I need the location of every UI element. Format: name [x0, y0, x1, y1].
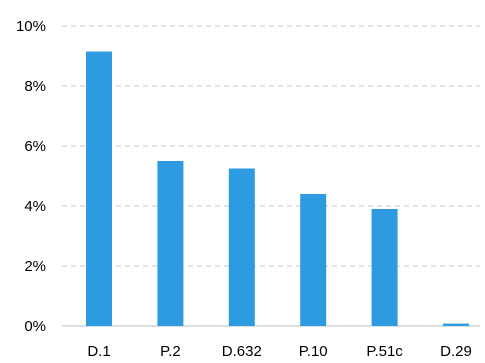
bar-p-10: [300, 194, 327, 326]
x-axis-tick-labels: D.1 P.2 D.632 P.10 P.51c D.29: [87, 343, 472, 360]
y-tick-label: 0%: [24, 318, 46, 335]
y-tick-label: 4%: [24, 198, 46, 215]
bar-p-51c: [371, 209, 398, 326]
x-tick-label: P.10: [299, 343, 328, 360]
y-tick-label: 10%: [16, 18, 46, 35]
x-tick-label: P.51c: [366, 343, 403, 360]
y-axis-tick-labels: 0% 2% 4% 6% 8% 10%: [16, 18, 46, 335]
bar-d-1: [86, 51, 112, 326]
bar-d-29: [443, 323, 469, 326]
y-tick-label: 6%: [24, 138, 46, 155]
bars: [86, 51, 469, 326]
bar-d-632: [228, 168, 255, 326]
gridlines: [62, 25, 480, 327]
y-tick-label: 8%: [24, 78, 46, 95]
bar-p-2: [157, 161, 184, 326]
y-tick-label: 2%: [24, 258, 46, 275]
x-tick-label: P.2: [160, 343, 181, 360]
x-tick-label: D.29: [440, 343, 472, 360]
x-tick-label: D.632: [222, 343, 262, 360]
x-tick-label: D.1: [87, 343, 110, 360]
